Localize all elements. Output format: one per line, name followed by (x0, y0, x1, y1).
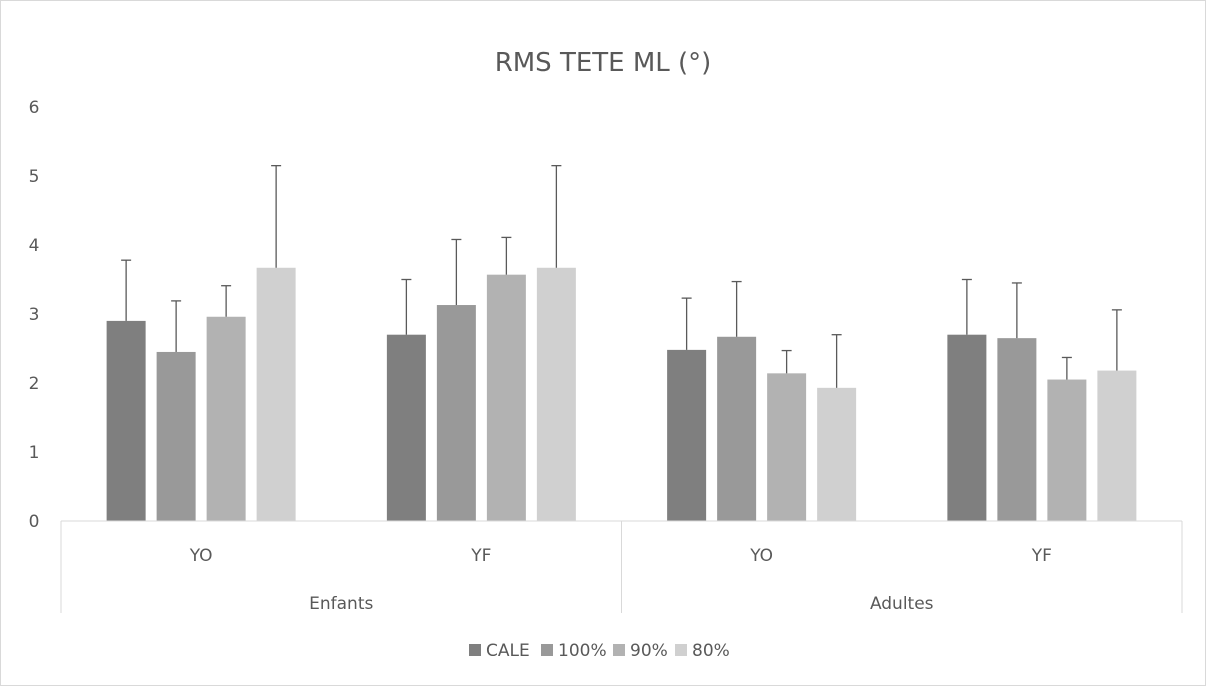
error-bar (221, 285, 232, 317)
error-bar (1111, 309, 1122, 371)
legend-swatch (469, 644, 481, 656)
bar (256, 267, 296, 521)
bar (386, 334, 426, 521)
y-tick-label: 5 (29, 167, 40, 187)
y-tick-label: 1 (29, 443, 40, 463)
bar (667, 349, 707, 521)
legend-item: 80% (675, 641, 730, 661)
legend-item: 90% (613, 641, 668, 661)
error-bar (451, 238, 462, 306)
category-label: YF (470, 546, 491, 566)
bar (817, 387, 857, 521)
y-tick-label: 4 (29, 236, 40, 256)
category-label: YO (749, 546, 773, 566)
legend-label: 100% (558, 641, 607, 661)
error-bar (1011, 282, 1022, 339)
error-bar (271, 164, 282, 268)
error-bar (681, 297, 692, 350)
error-bar (121, 259, 132, 321)
legend-item: 100% (541, 641, 607, 661)
legend-item: CALE (469, 641, 530, 661)
legend: CALE 100% 90% 80% (469, 641, 730, 661)
bars (106, 267, 1137, 521)
y-tick-label: 6 (29, 98, 40, 118)
error-bar (831, 334, 842, 388)
y-axis-ticks: 0 1 2 3 4 5 6 (29, 98, 40, 532)
group-label: Enfants (309, 594, 373, 614)
category-label: YF (1031, 546, 1052, 566)
error-bar (171, 300, 182, 352)
bar (156, 351, 196, 521)
bar (1047, 379, 1087, 521)
legend-label: 80% (692, 641, 730, 661)
y-tick-label: 2 (29, 374, 40, 394)
bar (997, 338, 1037, 521)
error-bar (781, 349, 792, 374)
y-tick-label: 0 (29, 512, 40, 532)
bar (486, 274, 526, 521)
legend-swatch (613, 644, 625, 656)
y-tick-label: 3 (29, 305, 40, 325)
error-bar (1061, 356, 1072, 380)
x-axis: Enfants Adultes YO YF YO YF (60, 520, 1183, 614)
legend-swatch (541, 644, 553, 656)
group-label: Adultes (870, 594, 934, 614)
bar (206, 316, 246, 521)
legend-label: 90% (630, 641, 668, 661)
bar (947, 334, 987, 521)
category-label: YO (189, 546, 213, 566)
error-bar (501, 236, 512, 275)
error-bar (401, 278, 412, 335)
legend-swatch (675, 644, 687, 656)
legend-label: CALE (486, 641, 530, 661)
chart-title: RMS TETE ML (°) (495, 48, 712, 78)
error-bars (121, 164, 1122, 388)
error-bar (961, 278, 972, 335)
error-bar (731, 280, 742, 337)
bar (767, 373, 807, 521)
bar (536, 267, 576, 521)
bar (106, 320, 146, 521)
bar (1097, 370, 1137, 521)
bar (717, 336, 757, 521)
bar (436, 305, 476, 521)
error-bar (551, 164, 562, 268)
